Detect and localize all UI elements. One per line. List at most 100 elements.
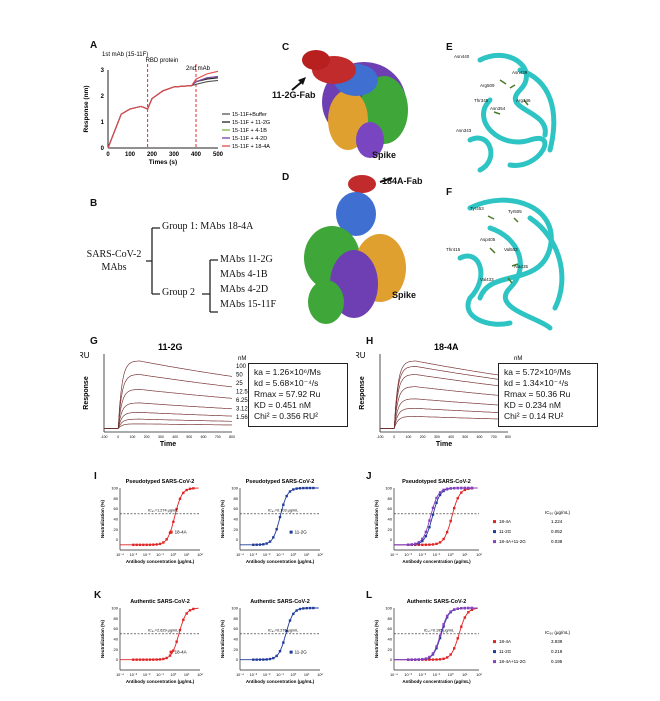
ic50-value: 0.052 (551, 529, 563, 534)
x-tick-label: 700 (215, 435, 221, 439)
fit-line (380, 374, 509, 429)
data-point (308, 606, 312, 610)
data-point (188, 487, 192, 491)
y-tick-label: 40 (388, 637, 393, 642)
fit-line (380, 416, 508, 429)
neutralization-chart-j: Pseudotyped SARS-CoV-2 0 20 40 60 80 100 10⁻⁴ 10… (374, 479, 571, 564)
x-tick-label: 10⁻³ (404, 553, 412, 557)
concentration-label: 50 (236, 373, 243, 379)
data-point (172, 649, 175, 652)
y-tick-label: 0 (101, 146, 105, 152)
data-point (421, 539, 424, 543)
data-point (445, 487, 449, 490)
concentration-label: 100 (236, 364, 247, 370)
data-point (158, 542, 162, 546)
x-tick-label: 10⁰ (448, 553, 454, 557)
concentration-label: 25 (236, 381, 243, 387)
legend-swatch (493, 530, 496, 534)
data-point (445, 616, 449, 619)
data-point (178, 497, 182, 500)
x-tick-label: 10² (476, 553, 482, 557)
x-tick-label: 10⁻² (143, 673, 151, 677)
x-tick-label: 600 (477, 435, 483, 439)
annotation-second-mab: 2nd mAb (186, 66, 211, 72)
data-point (431, 543, 435, 546)
data-point (435, 542, 438, 546)
legend-label: 18-4A (499, 639, 511, 644)
data-point (470, 486, 474, 490)
spike-surface (304, 175, 406, 324)
data-point (470, 608, 474, 611)
concentration-label: 12.5 (236, 390, 248, 396)
data-point (155, 543, 158, 546)
data-point (445, 656, 449, 659)
panel-label-h: H (366, 336, 374, 347)
x-tick-label: 300 (434, 435, 440, 439)
data-point (172, 520, 175, 524)
data-point (467, 606, 470, 610)
x-axis-label: Antibody concentration (μg/mL) (402, 559, 471, 564)
y-tick-label: 20 (388, 527, 393, 532)
ribbon-structure-e (467, 53, 557, 173)
x-tick-label: 10⁻¹ (276, 553, 284, 557)
panel-label-c: C (282, 42, 290, 53)
x-tick-label: 10¹ (304, 553, 310, 557)
y-tick-label: 60 (114, 506, 119, 511)
sensorgram-line (104, 412, 233, 429)
x-axis-label: Antibody concentration (μg/mL) (246, 559, 315, 564)
y-tick-label: 40 (114, 517, 119, 522)
data-point (145, 543, 148, 547)
data-point (449, 610, 452, 613)
x-tick-label: 10⁻² (263, 673, 271, 677)
x-tick-label: 10¹ (184, 553, 190, 557)
x-tick-label: 10¹ (184, 673, 190, 677)
y-tick-label: 20 (114, 527, 119, 532)
fit-curve (120, 487, 199, 546)
data-point (421, 543, 424, 547)
data-point (463, 488, 467, 492)
group2-label: Group 2 (162, 287, 196, 298)
legend-label: 11-2G (295, 530, 308, 535)
ic50-header: IC₅₀ (μg/mL) (545, 630, 571, 635)
spike-label-c: Spike (372, 150, 397, 160)
data-point (449, 487, 452, 490)
data-point (148, 658, 152, 661)
ic50-value: 3.939 (551, 639, 563, 644)
data-point (175, 640, 178, 643)
data-point (192, 607, 195, 611)
data-point (138, 658, 142, 661)
data-point (438, 634, 442, 637)
legend-swatch (493, 540, 496, 544)
y-tick-label: 60 (114, 626, 119, 631)
x-tick-label: 10² (317, 553, 323, 557)
unit-label: nM (514, 356, 522, 362)
data-point (282, 503, 285, 506)
data-point (298, 487, 302, 490)
fit-line (104, 402, 233, 429)
residue-labels-f: Tyr453 Tyr505 Asp405 Thr415 Val503 Ala43… (446, 206, 529, 282)
y-tick-label: 60 (234, 506, 239, 511)
data-point (142, 543, 145, 547)
data-point (445, 530, 449, 534)
residue-labels-e: Asn440 Asn439 Arg509 Thr345 Arg346 Asn34… (454, 54, 531, 133)
data-point (456, 607, 459, 610)
chart-title: Authentic SARS-CoV-2 (250, 599, 310, 605)
data-point (142, 658, 145, 661)
data-point (272, 536, 275, 539)
data-point (292, 488, 295, 491)
y-tick-label: 60 (388, 626, 393, 631)
legend-label: 15-11F + 4-1B (232, 128, 267, 134)
sensorgram-line (380, 416, 508, 429)
series-line (107, 77, 219, 149)
chart-title: Pseudotyped SARS-CoV-2 (402, 479, 471, 485)
y-tick-label: 80 (114, 616, 119, 621)
concentration-label: 1.5625 (236, 415, 255, 421)
x-tick-label: 10⁻² (419, 553, 427, 557)
data-point (148, 543, 152, 546)
fab-label-d: 184A-Fab (382, 176, 423, 186)
x-tick-label: 500 (462, 435, 468, 439)
legend-label: 15-11F + 4-2D (232, 136, 267, 142)
data-point (470, 606, 474, 610)
data-point (278, 649, 282, 653)
y-tick-label: 20 (234, 647, 239, 652)
